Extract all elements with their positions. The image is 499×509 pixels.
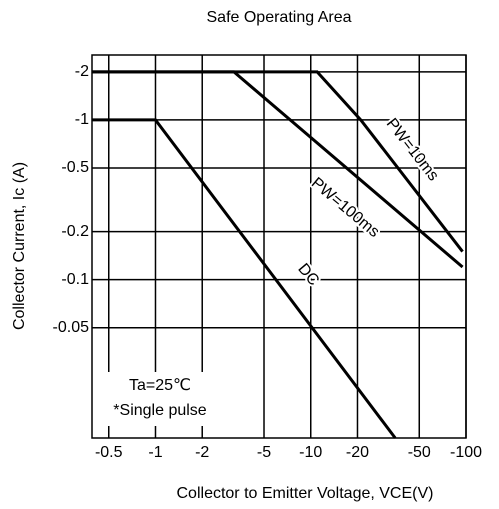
- annotation: *Single pulse: [113, 402, 207, 419]
- annotation-box: [96, 372, 224, 426]
- y-axis-label: Collector Current, Ic (A): [11, 162, 28, 330]
- annotation: Ta=25℃: [129, 377, 191, 394]
- series-line: [92, 70, 464, 269]
- x-tick-label: -10: [299, 444, 322, 461]
- x-tick-label: -2: [195, 444, 209, 461]
- x-tick-label: -50: [408, 444, 431, 461]
- series-line: [92, 118, 397, 439]
- series-line: [92, 70, 464, 253]
- y-tick-label: -2: [75, 63, 89, 80]
- x-tick-label: -5: [257, 444, 271, 461]
- x-axis-label: Collector to Emitter Voltage, VCE(V): [177, 485, 434, 502]
- x-tick-label: -1: [148, 444, 162, 461]
- chart-title: Safe Operating Area: [207, 9, 352, 26]
- x-tick-label: -0.5: [95, 444, 123, 461]
- x-tick-label: -100: [450, 444, 482, 461]
- y-tick-label: -1: [75, 111, 89, 128]
- series-label: DC: [294, 261, 322, 290]
- y-tick-label: -0.05: [53, 319, 90, 336]
- y-tick-label: -0.2: [61, 223, 89, 240]
- plot-frame: [91, 54, 467, 439]
- y-tick-label: -0.1: [61, 271, 89, 288]
- series-label: PW=10ms: [383, 115, 442, 184]
- y-tick-label: -0.5: [61, 159, 89, 176]
- x-tick-label: -20: [346, 444, 369, 461]
